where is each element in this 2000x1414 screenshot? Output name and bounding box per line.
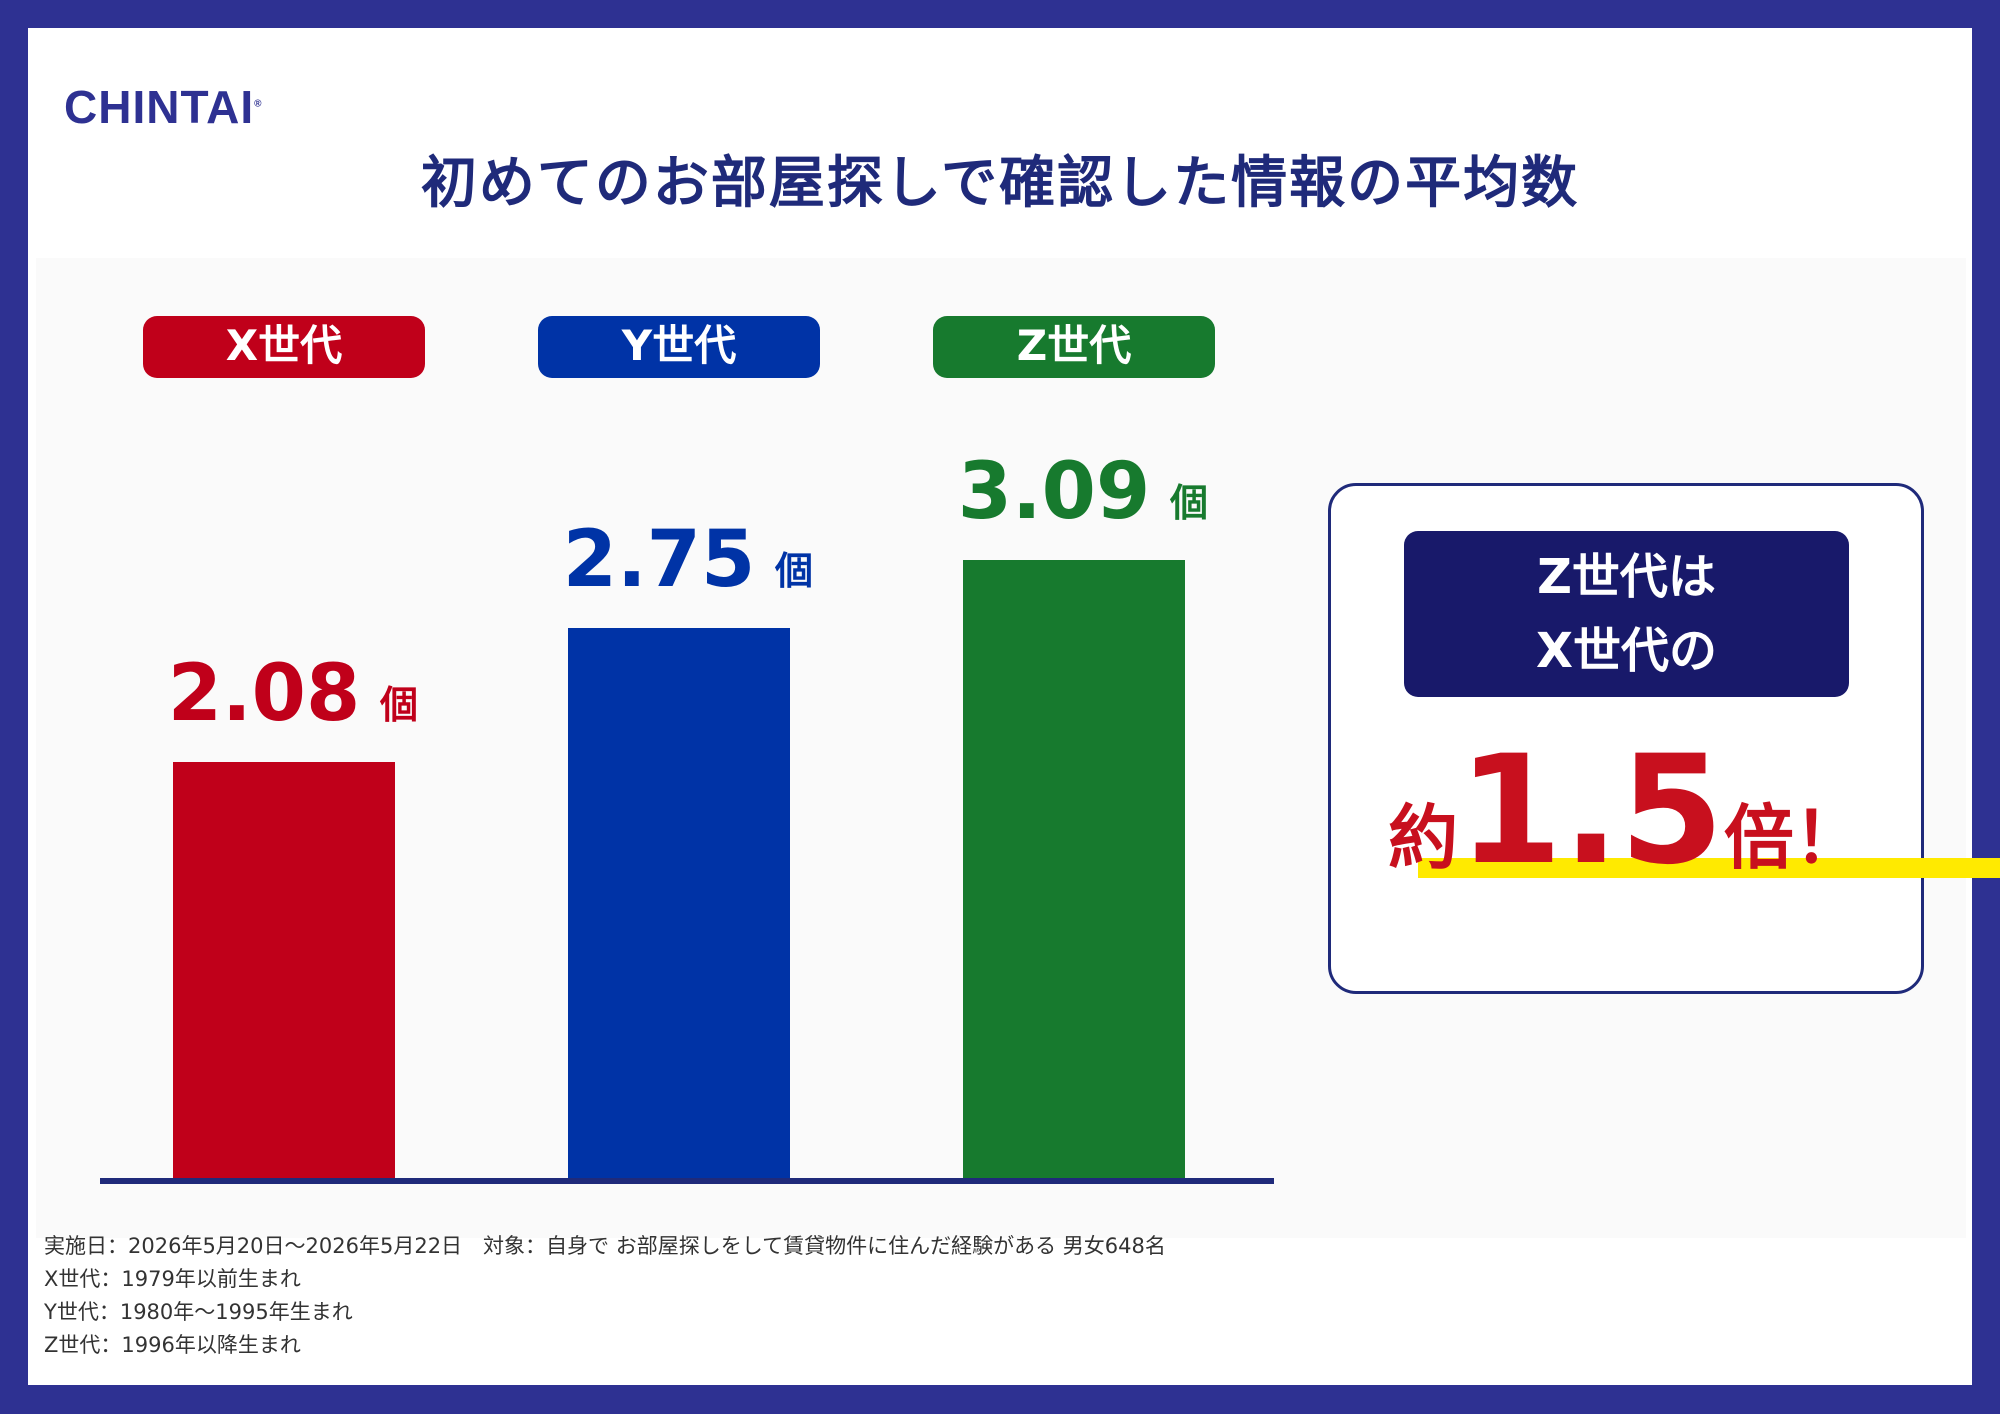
comparison-callout: Z世代は X世代の 約1.5倍！	[1328, 483, 2000, 994]
category-pill-3	[933, 316, 1215, 378]
value-unit-3: 個	[1169, 481, 1208, 525]
chintai-logo: CHINTAI®	[64, 81, 263, 133]
callout-line-1: Z世代は	[1537, 549, 1716, 605]
callout-header: Z世代は X世代の	[1404, 531, 1849, 697]
note-survey-period: 実施日：2026年5月20日〜2026年5月22日 対象：自身で お部屋探しをし…	[44, 1234, 1166, 1258]
category-label-2: Y世代	[621, 321, 736, 370]
bar-1	[173, 762, 395, 1178]
bar-chart: X世代 2.08 個 Y世代 2.75 個 Z世代 3.09 個	[100, 316, 1274, 1184]
value-label-1: 2.08	[168, 649, 360, 739]
callout-suffix: 倍！	[1723, 797, 1864, 879]
bar-2	[568, 628, 790, 1178]
category-pill-2	[538, 316, 820, 378]
callout-ratio: 約1.5倍！	[1331, 724, 2000, 898]
category-label-3: Z世代	[1017, 321, 1131, 370]
bar-3	[963, 560, 1185, 1178]
value-unit-2: 個	[774, 549, 813, 593]
value-label-3: 3.09	[958, 447, 1150, 537]
survey-notes: 実施日：2026年5月20日〜2026年5月22日 対象：自身で お部屋探しをし…	[44, 1230, 1166, 1362]
category-label-1: X世代	[226, 321, 342, 370]
report-card: CHINTAI® 初めてのお部屋探しで確認した情報の平均数 X世代 2.08 個 Y世…	[28, 28, 2000, 1385]
callout-value: 1.5	[1418, 724, 2000, 898]
note-gen-z: Z世代：1996年以降生まれ	[44, 1333, 301, 1357]
note-gen-x: X世代：1979年以前生まれ	[44, 1267, 301, 1291]
callout-prefix: 約	[1388, 797, 1459, 879]
value-unit-1: 個	[379, 683, 418, 727]
note-gen-y: Y世代：1980年〜1995年生まれ	[44, 1300, 353, 1324]
value-label-2: 2.75	[563, 515, 755, 605]
category-pill-1	[143, 316, 425, 378]
callout-line-2: X世代の	[1535, 623, 1717, 679]
chart-title: 初めてのお部屋探しで確認した情報の平均数	[420, 151, 1580, 216]
